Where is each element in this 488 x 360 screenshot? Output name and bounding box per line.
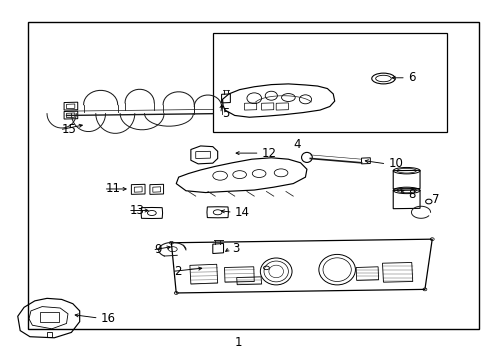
Text: 6: 6 bbox=[407, 71, 414, 84]
Text: 7: 7 bbox=[431, 193, 439, 206]
Text: 1: 1 bbox=[234, 336, 242, 348]
Text: 5: 5 bbox=[222, 107, 229, 120]
Text: 14: 14 bbox=[234, 206, 249, 219]
Text: 9: 9 bbox=[154, 243, 162, 256]
Bar bbox=[212, 33, 446, 132]
Text: 4: 4 bbox=[293, 138, 300, 150]
Text: 13: 13 bbox=[130, 204, 144, 217]
Text: 3: 3 bbox=[232, 242, 239, 255]
Text: 15: 15 bbox=[61, 123, 76, 136]
Text: 8: 8 bbox=[407, 188, 414, 201]
Text: 11: 11 bbox=[105, 183, 120, 195]
Text: 2: 2 bbox=[173, 265, 181, 278]
Bar bbox=[27, 22, 478, 329]
Text: 10: 10 bbox=[387, 157, 403, 170]
Text: 16: 16 bbox=[101, 311, 116, 325]
Text: 12: 12 bbox=[261, 147, 276, 159]
